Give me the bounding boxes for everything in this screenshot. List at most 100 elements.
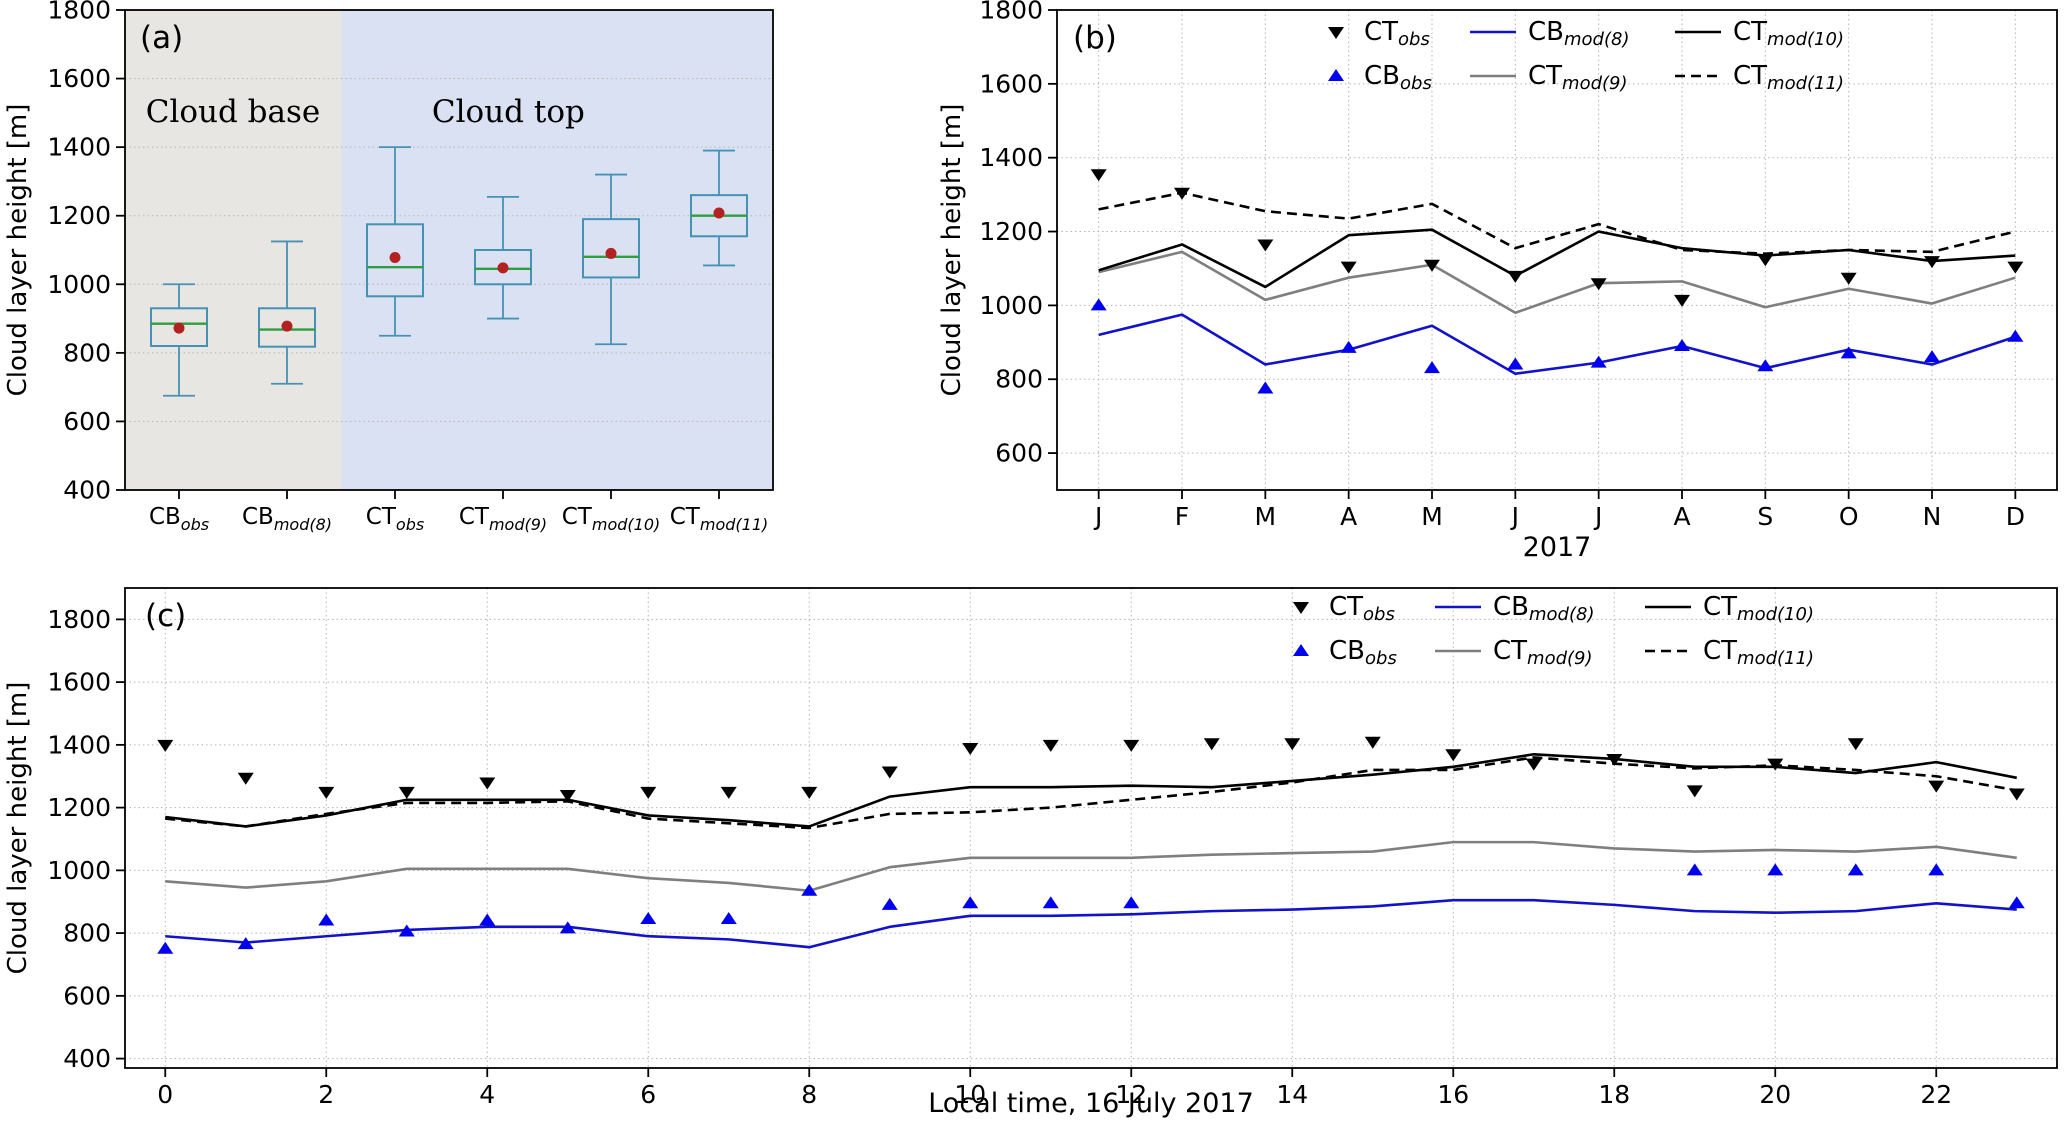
plot-border [124, 9, 774, 491]
legend-entry: CTmod(10) [1645, 592, 1814, 625]
series-CT_obs [157, 736, 2025, 803]
y-tick-label: 400 [63, 476, 111, 505]
triangle-down-marker [1284, 738, 1301, 751]
x-tick-label: A [1340, 502, 1357, 531]
series-CB_mod(8) [165, 898, 2017, 949]
y-tick-label: 1400 [47, 730, 111, 759]
series-CT_mod(11) [1098, 191, 2016, 255]
triangle-up-marker [2008, 896, 2025, 909]
triangle-up-marker [479, 913, 496, 926]
series-CT_mod(11) [165, 756, 2017, 830]
y-tick-label: 1000 [47, 856, 111, 885]
x-tick-label: 0 [157, 1080, 173, 1109]
legend-label: CBmod(8) [1528, 17, 1629, 50]
y-tick-label: 1600 [47, 64, 111, 93]
triangle-down-marker [1445, 749, 1462, 762]
triangle-down-marker [720, 786, 737, 799]
y-tick-label: 1600 [47, 668, 111, 697]
chart-a: Cloud base Cloud top 400 600 800 1000 1200 1400… [3, 0, 774, 534]
triangle-up-marker [157, 941, 174, 954]
triangle-down-marker [237, 772, 254, 785]
panel-a-boxplot: Cloud base Cloud top 400 600 800 1000 1200 1400… [0, 0, 830, 560]
triangle-down-marker [640, 786, 657, 799]
triangle-down-marker [1203, 738, 1220, 751]
mean-dot [605, 247, 617, 259]
panel-letter: (b) [1073, 20, 1117, 56]
y-tick-label: 800 [63, 919, 111, 948]
y-tick-label: 1400 [47, 133, 111, 162]
x-tick-label: J [1510, 502, 1519, 531]
triangle-down-marker [881, 766, 898, 779]
box-5 [690, 149, 748, 267]
x-tick-label: 18 [1598, 1080, 1630, 1109]
triangle-up-marker [1767, 863, 1784, 876]
triangle-up-marker [881, 897, 898, 910]
legend-entry: CTmod(11) [1645, 636, 1814, 669]
legend-label: CTmod(11) [1733, 61, 1844, 94]
series-CB_obs [157, 863, 2025, 954]
triangle-up-marker [1042, 896, 1059, 909]
triangle-down-marker [2008, 788, 2025, 801]
panel-letter: (a) [140, 20, 183, 56]
legend-entry: CTmod(10) [1675, 17, 1844, 50]
y-tick-label: 1200 [979, 217, 1043, 246]
legend-label: CBobs [1364, 61, 1432, 94]
plot-border [124, 587, 2058, 1069]
triangle-up-marker [1340, 340, 1357, 353]
x-tick-label: F [1175, 502, 1189, 531]
triangle-up-marker [1507, 357, 1524, 370]
triangle-down-marker [2007, 261, 2024, 274]
triangle-down-marker [479, 777, 496, 790]
triangle-down-marker [1840, 272, 1857, 285]
y-tick-label: 600 [63, 407, 111, 436]
x-tick-label: N [1923, 502, 1942, 531]
triangle-up-marker [1674, 339, 1690, 351]
x-tick-label: 12 [1115, 1080, 1147, 1109]
triangle-down-marker [1364, 736, 1381, 749]
plot-border [1056, 9, 2058, 491]
x-tick-label: J [1093, 502, 1102, 531]
x-tick-label: M [1255, 502, 1277, 531]
x-tick-label: 8 [801, 1080, 817, 1109]
legend-label: CTobs [1364, 17, 1430, 50]
y-tick-label: 800 [995, 365, 1043, 394]
series-CB_mod(8) [1098, 313, 2016, 375]
mean-dot [173, 322, 185, 334]
triangle-up-marker [318, 913, 335, 926]
box-0 [150, 283, 208, 397]
series-CT_obs [1090, 169, 2024, 307]
legend-label: CTmod(10) [1703, 592, 1814, 625]
legend-entry: CBobs [1328, 61, 1432, 94]
y-tick-label: 600 [995, 439, 1043, 468]
y-tick-label: 800 [63, 338, 111, 367]
legend-entry: CBmod(8) [1435, 592, 1594, 625]
series-CT_mod(9) [1098, 250, 2016, 315]
x-axis-label: Local time, 16 July 2017 [928, 1088, 1254, 1119]
triangle-down-marker [1424, 259, 1440, 272]
y-axis-label: Cloud layer height [m] [3, 104, 33, 397]
triangle-down-marker [1174, 187, 1190, 200]
legend-label: CBmod(8) [1493, 592, 1594, 625]
x-category-label: CTmod(10) [562, 504, 660, 534]
triangle-up-marker [640, 911, 657, 924]
x-tick-label: 2 [318, 1080, 334, 1109]
x-tick-label: D [2006, 502, 2025, 531]
legend-label: CTmod(10) [1733, 17, 1844, 50]
triangle-down-marker [1090, 169, 1107, 182]
series-CT_mod(10) [165, 752, 2017, 828]
x-tick-label: A [1673, 502, 1690, 531]
triangle-down-marker [1757, 254, 1774, 267]
iqr-box [474, 249, 532, 286]
y-tick-label: 1800 [47, 605, 111, 634]
mean-dot [497, 262, 509, 274]
x-tick-label: 6 [640, 1080, 656, 1109]
x-category-label: CTmod(9) [459, 504, 547, 534]
y-tick-label: 1000 [979, 291, 1043, 320]
triangle-up-marker [720, 911, 737, 924]
triangle-down-marker [398, 786, 415, 799]
legend-label: CBobs [1329, 636, 1397, 669]
triangle-down-marker [1042, 739, 1059, 752]
triangle-up-marker [801, 883, 818, 896]
x-tick-label: 4 [479, 1080, 495, 1109]
y-tick-label: 1200 [47, 201, 111, 230]
